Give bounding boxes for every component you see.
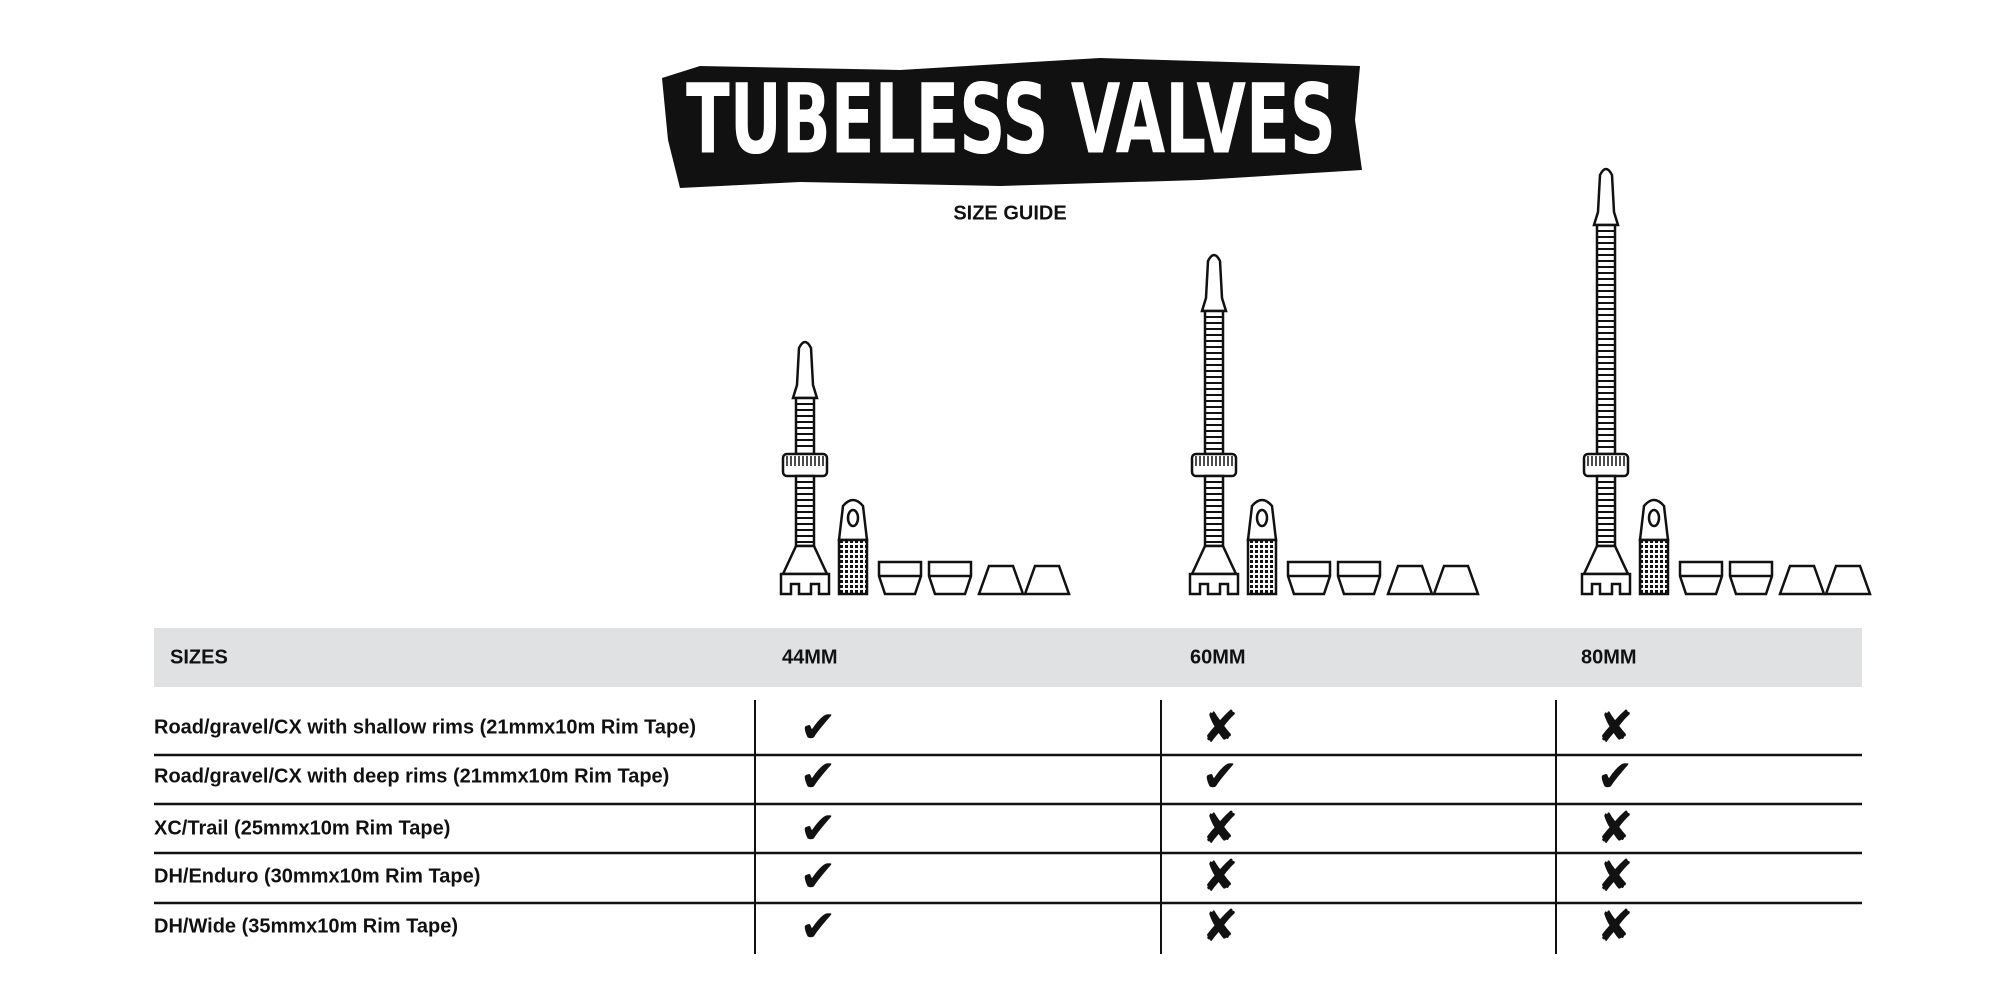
valve-nut [1582, 452, 1630, 478]
fit-symbol: ✘ [1202, 901, 1239, 952]
fit-symbol: ✘ [1597, 851, 1634, 902]
valve-cap [791, 340, 819, 400]
title-brush [662, 58, 1362, 188]
row-label: DH/Enduro (30mmx10m Rim Tape) [154, 865, 480, 887]
lock-ring [1286, 560, 1332, 596]
column-header: 60MM [1190, 646, 1246, 668]
lock-ring [927, 560, 973, 596]
table-cells: SIZES 44MM 60MM 80MM Road/gravel/CX with sha… [154, 646, 1637, 952]
o-ring [1824, 564, 1872, 596]
insert-body [837, 538, 869, 596]
valve-foot [1188, 572, 1240, 596]
fit-symbol: ✔ [1202, 751, 1239, 802]
valve-nut [1190, 452, 1238, 478]
fit-symbol: ✔ [800, 751, 837, 802]
valve-base [1582, 544, 1630, 576]
valve [779, 340, 1071, 596]
o-ring [1023, 564, 1071, 596]
fit-symbol: ✔ [800, 803, 837, 854]
lock-ring [1336, 560, 1382, 596]
o-ring [1386, 564, 1434, 596]
fit-symbol: ✘ [1202, 851, 1239, 902]
insert-body [1638, 538, 1670, 596]
insert-hole [846, 508, 860, 528]
fit-symbol: ✘ [1202, 702, 1239, 753]
insert-body [1246, 538, 1278, 596]
fit-symbol: ✘ [1597, 803, 1634, 854]
row-label: Road/gravel/CX with deep rims (21mmx10m … [154, 765, 669, 787]
o-ring [977, 564, 1025, 596]
row-label: Road/gravel/CX with shallow rims (21mmx1… [154, 716, 696, 738]
header-band [154, 628, 1862, 687]
row-label: DH/Wide (35mmx10m Rim Tape) [154, 915, 458, 937]
fit-symbol: ✘ [1202, 803, 1239, 854]
row-label: XC/Trail (25mmx10m Rim Tape) [154, 817, 450, 839]
valve-cap [1592, 167, 1620, 227]
insert-hole [1647, 508, 1661, 528]
valve-foot [779, 572, 831, 596]
column-header: SIZES [170, 646, 228, 668]
fit-symbol: ✔ [800, 901, 837, 952]
insert-hole [1255, 508, 1269, 528]
fit-symbol: ✔ [800, 851, 837, 902]
valve-base [1190, 544, 1238, 576]
o-ring [1778, 564, 1826, 596]
lock-ring [1728, 560, 1774, 596]
valve [1188, 253, 1480, 596]
lock-ring [1678, 560, 1724, 596]
valve [1580, 167, 1872, 596]
valve-nut [781, 452, 829, 478]
title: TUBELESS VALVES [686, 63, 1336, 175]
fit-symbol: ✘ [1597, 901, 1634, 952]
fit-symbol: ✘ [1597, 702, 1634, 753]
valve-cap [1200, 253, 1228, 313]
fit-symbol: ✔ [800, 702, 837, 753]
valve-foot [1580, 572, 1632, 596]
column-header: 80MM [1581, 646, 1637, 668]
valve-base [781, 544, 829, 576]
column-header: 44MM [782, 646, 838, 668]
lock-ring [877, 560, 923, 596]
fit-symbol: ✔ [1597, 751, 1634, 802]
subtitle: SIZE GUIDE [953, 202, 1066, 224]
table-grid [154, 700, 1862, 954]
valve-illustrations [779, 167, 1872, 596]
o-ring [1432, 564, 1480, 596]
